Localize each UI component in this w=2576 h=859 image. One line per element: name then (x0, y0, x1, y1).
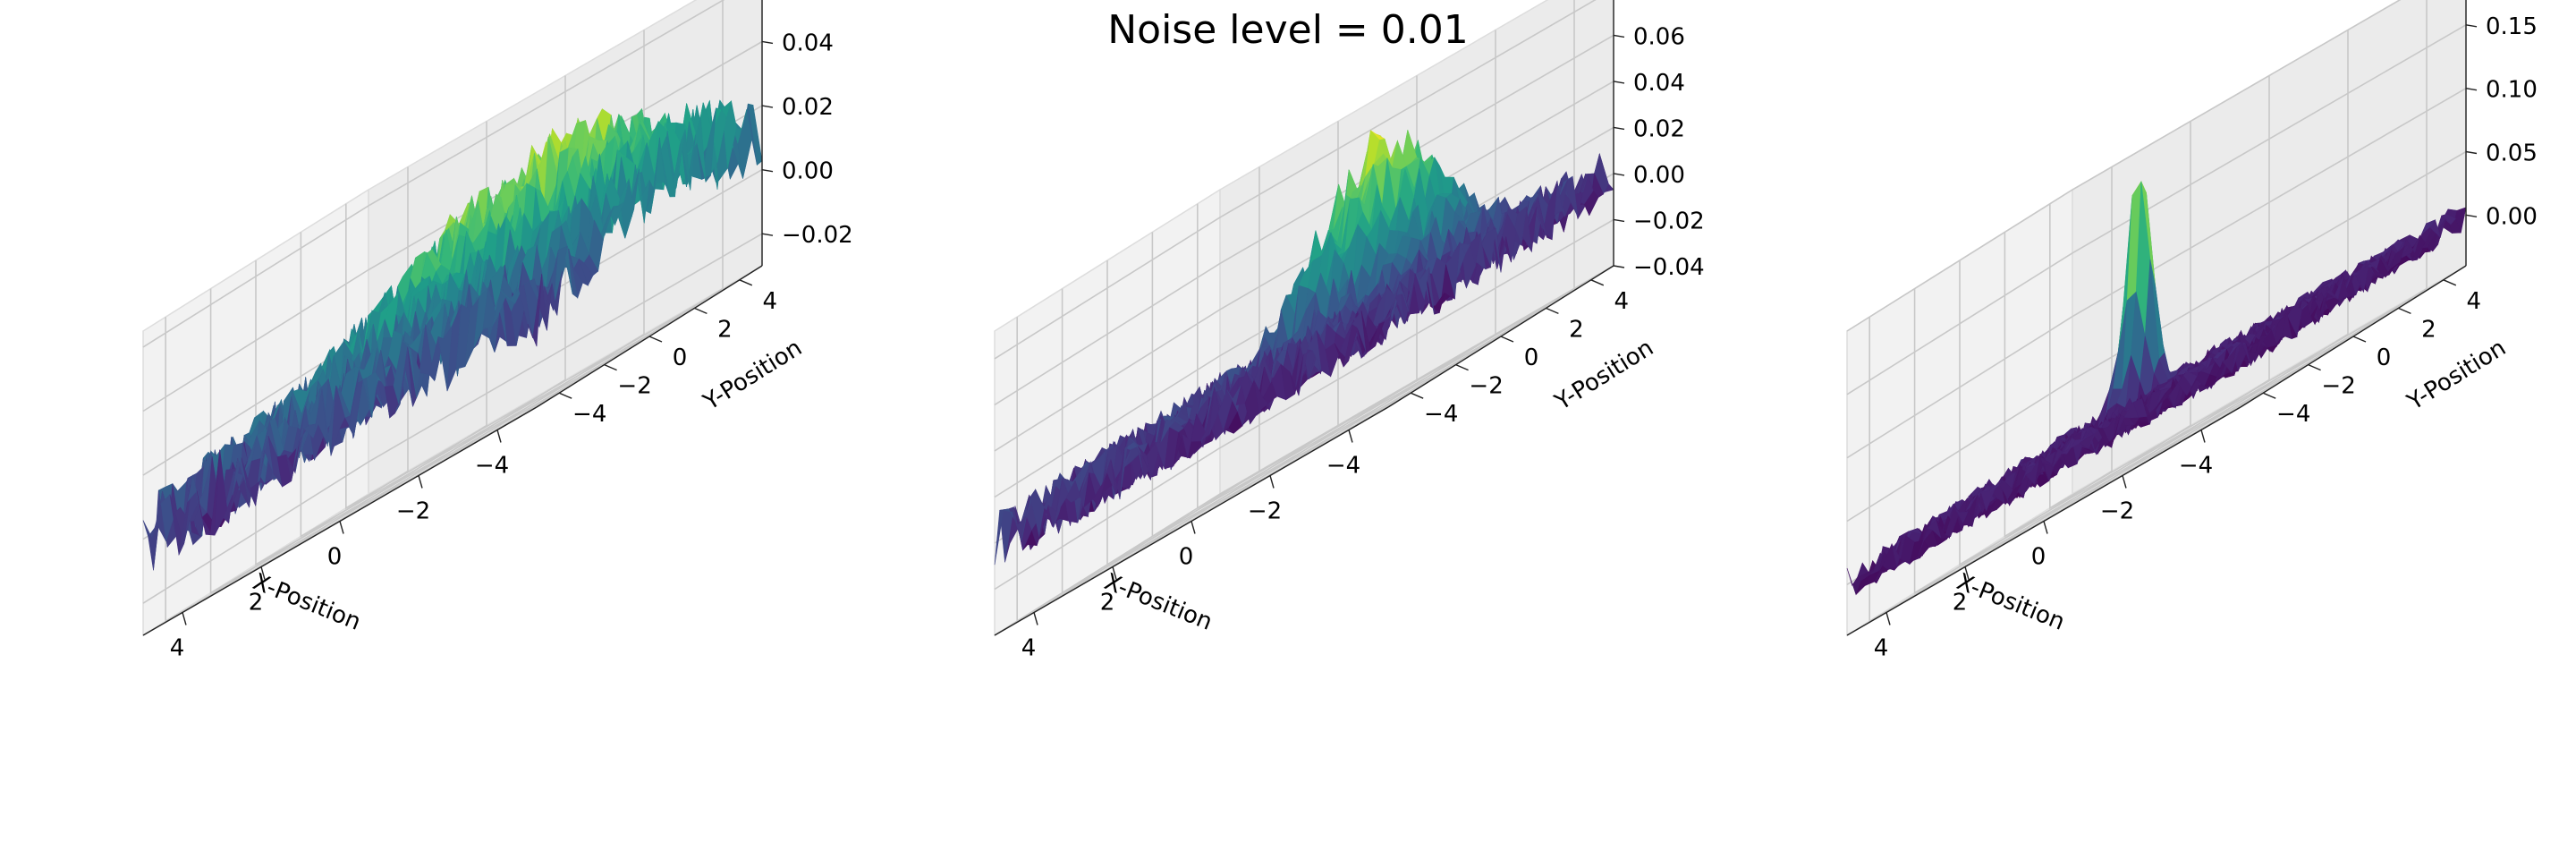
x-tick (1348, 430, 1353, 443)
subplot-1: −4−2024−4−2024−0.020.000.020.040.06X-Pos… (142, 0, 853, 662)
z-tick-label: 0.08 (1633, 0, 1685, 4)
x-tick (418, 475, 423, 489)
gridline-y (255, 260, 650, 566)
gridline-y (344, 203, 741, 510)
gridline-z (142, 233, 763, 604)
y-tick-label: 0 (673, 344, 688, 371)
z-tick-label: 0.04 (782, 30, 834, 56)
z-tick-label: 0.00 (1633, 162, 1685, 189)
y-tick-label: −4 (572, 401, 606, 428)
z-tick-label: 0.06 (1633, 23, 1685, 50)
x-tick-label: −4 (1326, 453, 1360, 480)
z-tick (761, 168, 774, 173)
y-tick-label: −4 (1424, 401, 1458, 428)
subplot-3: −4−2024−4−20240.000.050.100.150.20X-Posi… (1846, 0, 2538, 662)
y-tick-label: 4 (1614, 288, 1630, 315)
y-tick-label: 0 (1524, 344, 1539, 371)
z-tick-label: −0.02 (1633, 208, 1705, 234)
x-tick-label: 0 (327, 544, 343, 571)
x-tick-label: −2 (396, 498, 430, 525)
gridline-y (300, 232, 695, 538)
x-axis-label: X-Position (1100, 568, 1216, 635)
x-tick (496, 430, 502, 443)
y-tick (739, 279, 753, 286)
x-tick-label: −2 (1248, 498, 1282, 525)
z-tick-label: 0.02 (1633, 115, 1685, 142)
y-axis-label: Y-Position (1550, 335, 1658, 416)
y-tick (604, 363, 617, 371)
gridline-z (142, 0, 725, 348)
z-tick (1613, 126, 1625, 131)
y-tick (648, 336, 663, 343)
x-tick (182, 612, 187, 625)
z-tick (1613, 265, 1625, 268)
y-tick (558, 392, 572, 399)
y-tick (1410, 392, 1424, 399)
gridline-y (165, 317, 560, 623)
subplot-2: −4−2024−4−2024−0.04−0.020.000.020.040.06… (994, 0, 1705, 662)
x-tick-label: 0 (1179, 544, 1194, 571)
surface (142, 99, 763, 571)
figure-title: Noise level = 0.01 (1107, 7, 1469, 53)
z-tick (761, 105, 774, 108)
x-tick-label: 4 (170, 635, 185, 662)
x-tick-label: 4 (1021, 635, 1037, 662)
y-axis-label: Y-Position (699, 335, 807, 416)
x-tick-label: −4 (475, 453, 509, 480)
z-tick (1613, 81, 1625, 84)
y-tick-label: 4 (763, 288, 778, 315)
y-tick-label: 2 (717, 316, 733, 343)
z-tick (761, 233, 774, 236)
gridline-y (209, 288, 606, 594)
z-tick-label: −0.02 (782, 222, 853, 249)
y-tick (1546, 307, 1559, 315)
y-tick-label: −2 (1469, 373, 1503, 400)
y-tick-label: −2 (617, 373, 651, 400)
x-tick (1191, 521, 1196, 534)
z-tick (1613, 218, 1625, 223)
z-tick-label: 0.00 (782, 158, 834, 185)
y-tick-label: 2 (1569, 316, 1584, 343)
z-tick-label: −0.04 (1633, 254, 1705, 281)
z-tick-label: 0.02 (782, 94, 834, 121)
z-tick-label: 0.04 (1633, 70, 1685, 97)
y-tick (694, 307, 708, 315)
x-tick (339, 521, 344, 534)
gridline-z (142, 40, 763, 412)
x-tick (1269, 475, 1275, 489)
x-tick (1033, 612, 1038, 625)
z-tick (761, 40, 774, 45)
y-tick (1455, 363, 1469, 371)
y-tick (1590, 279, 1605, 286)
z-tick (1613, 173, 1625, 176)
x-axis-label: X-Position (249, 568, 364, 635)
y-tick (1500, 336, 1514, 343)
z-tick (1613, 34, 1625, 38)
